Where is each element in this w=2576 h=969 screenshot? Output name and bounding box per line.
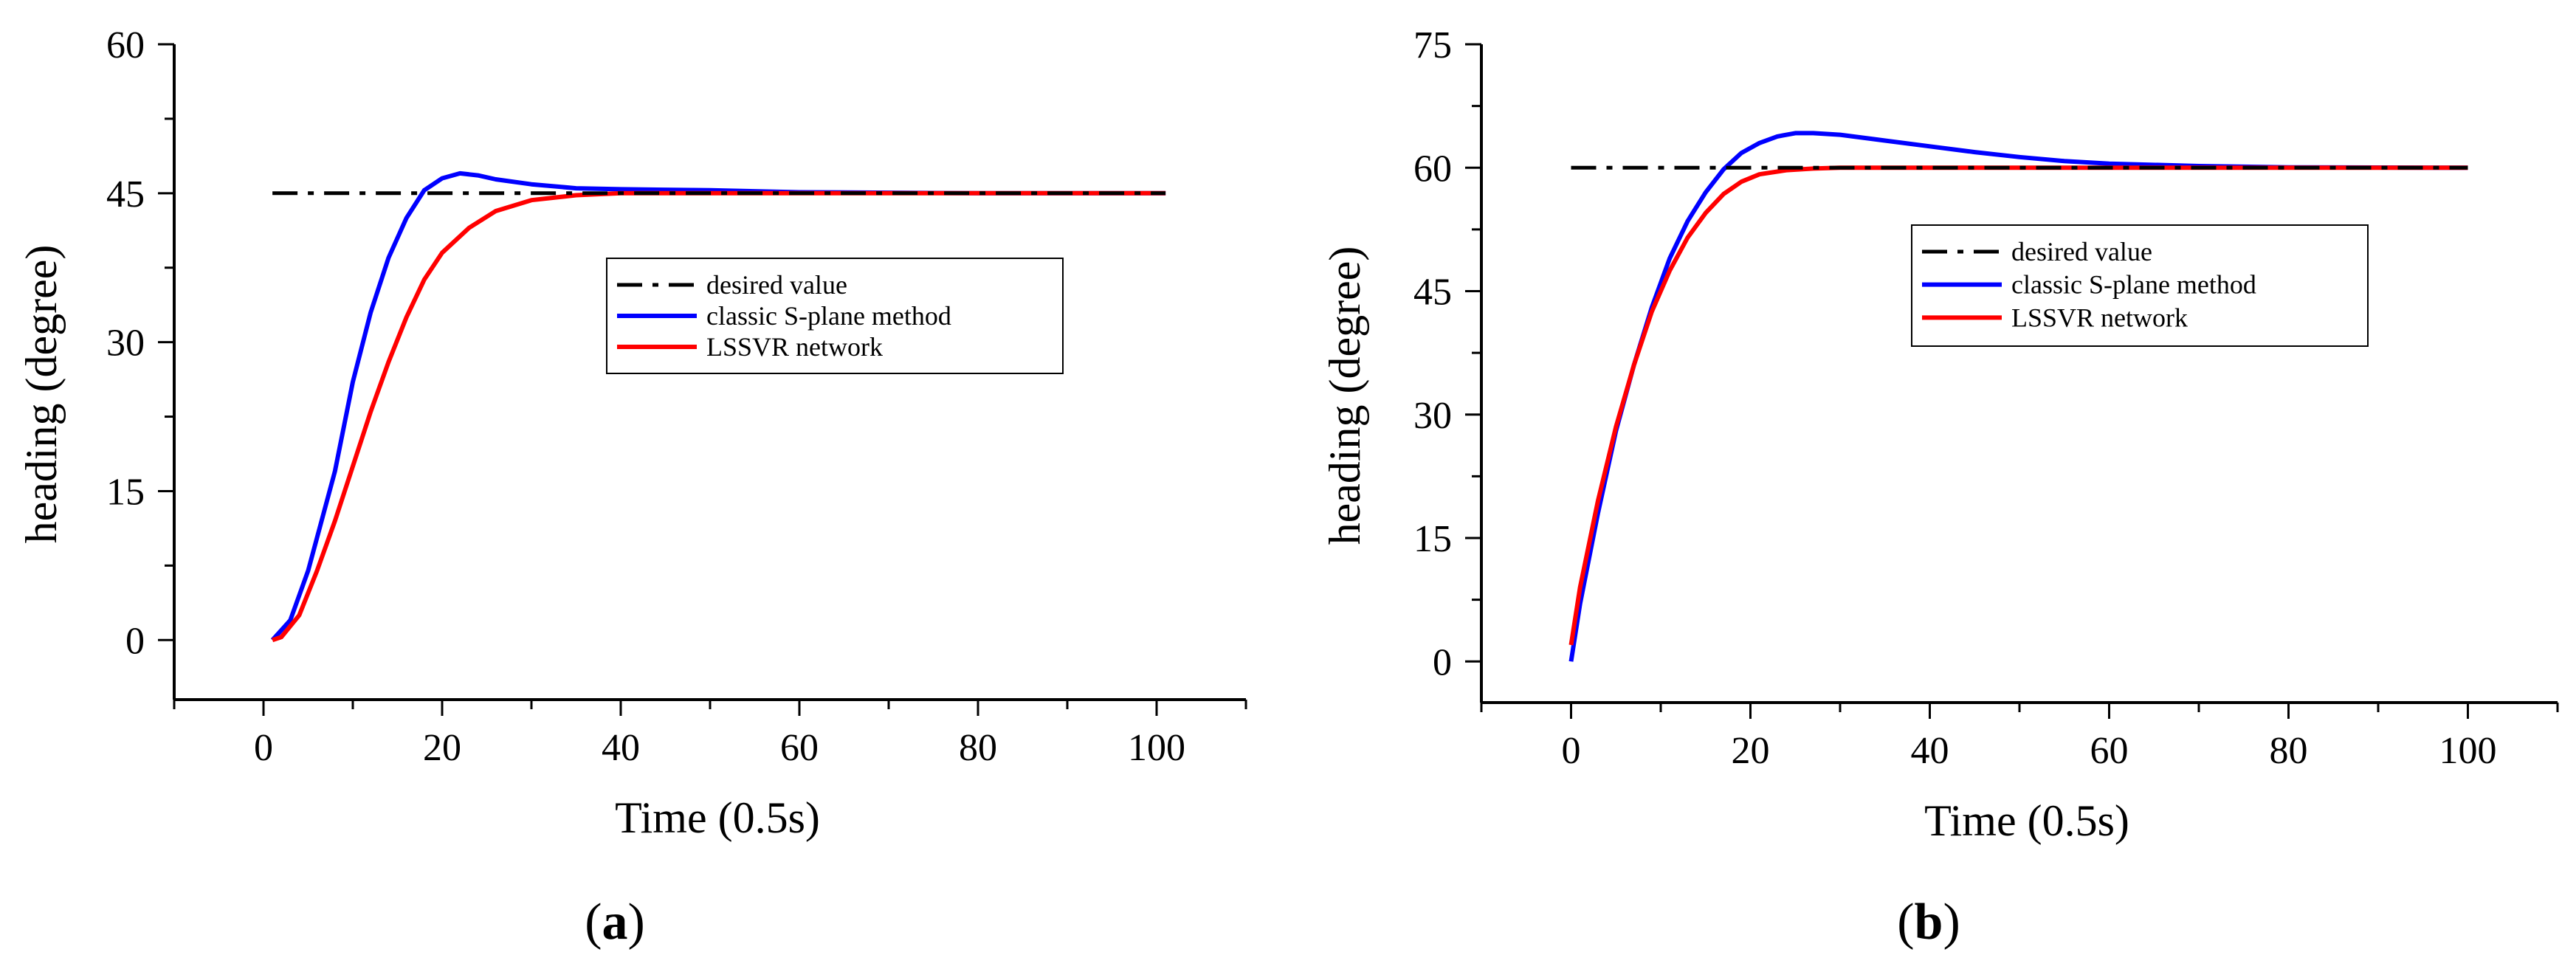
y-tick-label: 60 — [1413, 148, 1452, 190]
legend-label: classic S-plane method — [2011, 270, 2256, 300]
y-axis-title: heading (degree) — [1320, 246, 1369, 545]
x-tick-label: 60 — [2090, 730, 2129, 772]
x-tick-label: 20 — [423, 727, 461, 769]
legend-label: LSSVR network — [706, 332, 883, 362]
legend-label: classic S-plane method — [706, 301, 951, 331]
panel-label-open: ( — [585, 894, 602, 951]
y-tick-label: 75 — [1413, 24, 1452, 66]
y-tick-label: 15 — [1413, 518, 1452, 560]
x-tick-label: 0 — [1562, 730, 1581, 772]
x-tick-label: 60 — [780, 727, 819, 769]
x-axis-title: Time (0.5s) — [615, 793, 820, 842]
y-tick-label: 0 — [1433, 641, 1452, 683]
x-axis-title: Time (0.5s) — [1924, 796, 2129, 845]
y-tick-label: 15 — [106, 471, 145, 513]
x-tick-label: 100 — [1128, 727, 1185, 769]
legend-label: desired value — [706, 270, 847, 300]
x-tick-label: 40 — [602, 727, 640, 769]
x-tick-label: 100 — [2439, 730, 2497, 772]
y-tick-label: 30 — [1413, 395, 1452, 437]
x-tick-label: 80 — [959, 727, 997, 769]
x-tick-label: 40 — [1911, 730, 1949, 772]
legend-label: LSSVR network — [2011, 303, 2188, 332]
panel-label-letter: b — [1915, 894, 1943, 951]
series-line-classic — [270, 170, 1166, 642]
panel-label: (b) — [1897, 894, 1960, 951]
panel-label-close: ) — [1943, 894, 1960, 951]
chart-a: 0 20 40 60 80 100 0 15 30 45 60 Time (0.5s) heading … — [17, 24, 1247, 951]
y-tick-label: 30 — [106, 323, 145, 365]
panel-label: (a) — [585, 894, 645, 951]
y-tick-label: 60 — [106, 24, 145, 66]
y-tick-label: 45 — [106, 173, 145, 215]
panel-label-letter: a — [602, 894, 628, 951]
y-tick-label: 0 — [125, 620, 145, 662]
x-tick-label: 20 — [1732, 730, 1770, 772]
panel-label-close: ) — [628, 894, 645, 951]
legend: desired value classic S-plane method LSSVR… — [1911, 224, 2369, 347]
panel-label-open: ( — [1897, 894, 1914, 951]
x-tick-label: 0 — [254, 727, 273, 769]
legend-label: desired value — [2011, 237, 2152, 266]
y-axis-title: heading (degree) — [17, 245, 66, 544]
x-tick-label: 80 — [2270, 730, 2308, 772]
chart-b: 0 20 40 60 80 100 0 15 30 45 60 75 Time (0.5s) headin… — [1320, 24, 2559, 951]
y-tick-label: 45 — [1413, 272, 1452, 314]
